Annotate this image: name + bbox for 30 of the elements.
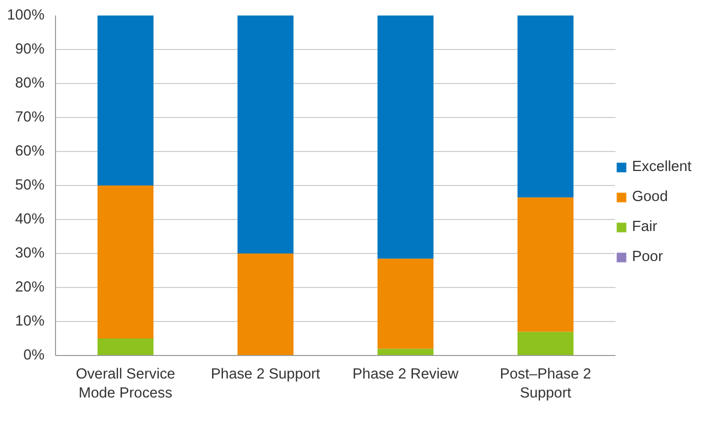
y-tick-label: 70% <box>15 110 45 126</box>
y-tick-label: 100% <box>7 8 45 24</box>
y-tick-label: 10% <box>15 314 45 330</box>
legend-label: Good <box>632 189 668 205</box>
legend-label: Fair <box>632 219 658 235</box>
bar <box>378 16 434 259</box>
y-tick-label: 30% <box>15 246 45 262</box>
y-tick-label: 80% <box>15 76 45 92</box>
bar <box>98 338 154 356</box>
bar <box>238 16 294 254</box>
legend-label: Poor <box>632 249 663 265</box>
bar <box>98 16 154 186</box>
bar <box>98 186 154 338</box>
y-tick-label: 40% <box>15 212 45 228</box>
x-tick-label: Phase 2 Review <box>352 366 459 382</box>
x-tick-label: Post–Phase 2 Support <box>500 366 592 402</box>
x-tick-label: Overall Service Mode Process <box>76 366 176 402</box>
y-tick-label: 50% <box>15 178 45 194</box>
bar <box>238 254 294 356</box>
y-tick-label: 90% <box>15 42 45 58</box>
bar <box>518 197 574 332</box>
bar <box>518 16 574 198</box>
bar <box>378 348 434 356</box>
y-tick-label: 20% <box>15 280 45 296</box>
bar <box>518 332 574 356</box>
y-tick-label: 0% <box>23 348 45 364</box>
legend-label: Excellent <box>632 159 692 175</box>
y-tick-label: 60% <box>15 144 45 160</box>
x-tick-label: Phase 2 Support <box>210 366 320 382</box>
bar <box>378 258 434 349</box>
